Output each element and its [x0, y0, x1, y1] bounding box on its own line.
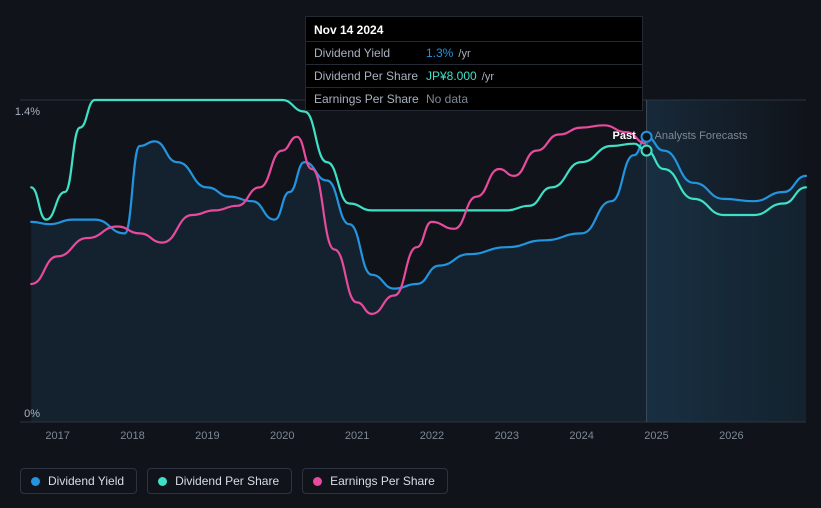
legend-dot	[313, 477, 322, 486]
x-tick-label: 2022	[420, 430, 444, 442]
past-marker-label: Past	[613, 130, 636, 142]
x-tick-label: 2021	[345, 430, 369, 442]
tooltip-metric-value: JP¥8.000 /yr	[426, 69, 494, 83]
x-tick-label: 2018	[120, 430, 144, 442]
x-tick-label: 2019	[195, 430, 219, 442]
marker-dividend_per_share	[642, 146, 652, 156]
legend-label: Dividend Yield	[48, 474, 124, 488]
legend-dividend-per-share[interactable]: Dividend Per Share	[147, 468, 292, 494]
x-tick-label: 2024	[569, 430, 593, 442]
tooltip-row: Dividend Yield1.3% /yr	[306, 41, 642, 64]
tooltip-metric-label: Earnings Per Share	[314, 92, 426, 106]
tooltip-metric-value: No data	[426, 92, 468, 106]
x-tick-label: 2023	[495, 430, 519, 442]
legend: Dividend Yield Dividend Per Share Earnin…	[20, 468, 448, 494]
tooltip-metric-label: Dividend Per Share	[314, 69, 426, 83]
x-tick-label: 2020	[270, 430, 294, 442]
tooltip-row: Dividend Per ShareJP¥8.000 /yr	[306, 64, 642, 87]
x-tick-label: 2017	[45, 430, 69, 442]
tooltip-metric-label: Dividend Yield	[314, 46, 426, 60]
tooltip-date: Nov 14 2024	[306, 17, 642, 41]
y-tick-bottom: 0%	[0, 408, 40, 420]
chart-tooltip: Nov 14 2024 Dividend Yield1.3% /yrDivide…	[305, 16, 643, 111]
legend-earnings-per-share[interactable]: Earnings Per Share	[302, 468, 448, 494]
forecast-marker-label: Analysts Forecasts	[655, 130, 748, 142]
forecast-shade	[647, 100, 806, 422]
x-tick-label: 2025	[644, 430, 668, 442]
tooltip-metric-value: 1.3% /yr	[426, 46, 471, 60]
legend-label: Earnings Per Share	[330, 474, 435, 488]
y-tick-top: 1.4%	[0, 106, 40, 118]
tooltip-row: Earnings Per ShareNo data	[306, 87, 642, 110]
legend-dot	[31, 477, 40, 486]
x-tick-label: 2026	[719, 430, 743, 442]
marker-dividend_yield	[642, 132, 652, 142]
legend-dot	[158, 477, 167, 486]
legend-label: Dividend Per Share	[175, 474, 279, 488]
legend-dividend-yield[interactable]: Dividend Yield	[20, 468, 137, 494]
